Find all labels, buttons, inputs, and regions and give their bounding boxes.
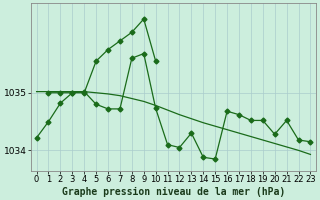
X-axis label: Graphe pression niveau de la mer (hPa): Graphe pression niveau de la mer (hPa)	[62, 186, 285, 197]
